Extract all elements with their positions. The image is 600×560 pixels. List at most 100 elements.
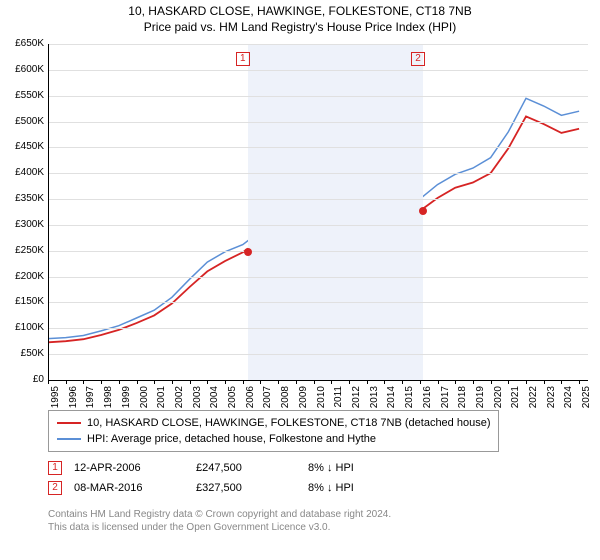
x-tick bbox=[190, 380, 191, 384]
y-tick-label: £100K bbox=[4, 322, 44, 333]
transaction-price: £247,500 bbox=[196, 462, 296, 474]
x-tick-label: 1995 bbox=[50, 386, 61, 416]
grid-line-h bbox=[48, 173, 588, 174]
y-tick-label: £600K bbox=[4, 64, 44, 75]
x-tick bbox=[349, 380, 350, 384]
x-tick-label: 2024 bbox=[563, 386, 574, 416]
x-tick-label: 2006 bbox=[245, 386, 256, 416]
y-tick-label: £150K bbox=[4, 296, 44, 307]
transaction-price: £327,500 bbox=[196, 482, 296, 494]
x-tick-label: 2003 bbox=[192, 386, 203, 416]
transaction-date: 08-MAR-2016 bbox=[74, 482, 184, 494]
x-tick bbox=[491, 380, 492, 384]
x-tick bbox=[207, 380, 208, 384]
transactions-table: 1 12-APR-2006 £247,500 8% ↓ HPI 2 08-MAR-2016… bbox=[48, 458, 354, 498]
x-tick-label: 2025 bbox=[581, 386, 592, 416]
x-tick-label: 2002 bbox=[174, 386, 185, 416]
x-tick bbox=[48, 380, 49, 384]
y-tick-label: £250K bbox=[4, 245, 44, 256]
x-tick bbox=[172, 380, 173, 384]
x-tick-label: 2014 bbox=[386, 386, 397, 416]
x-tick-label: 2020 bbox=[493, 386, 504, 416]
x-tick bbox=[83, 380, 84, 384]
plot-area bbox=[48, 44, 588, 380]
shading-region bbox=[248, 44, 423, 380]
marker-box: 2 bbox=[411, 52, 425, 66]
transaction-marker: 2 bbox=[48, 481, 62, 495]
grid-line-h bbox=[48, 122, 588, 123]
y-tick-label: £450K bbox=[4, 141, 44, 152]
x-tick-label: 2017 bbox=[440, 386, 451, 416]
x-tick bbox=[473, 380, 474, 384]
x-tick-label: 2021 bbox=[510, 386, 521, 416]
x-tick-label: 2009 bbox=[298, 386, 309, 416]
transaction-date: 12-APR-2006 bbox=[74, 462, 184, 474]
x-tick bbox=[402, 380, 403, 384]
x-tick bbox=[544, 380, 545, 384]
x-tick-label: 1996 bbox=[68, 386, 79, 416]
transaction-marker: 1 bbox=[48, 461, 62, 475]
marker-dot bbox=[419, 207, 427, 215]
x-tick bbox=[508, 380, 509, 384]
grid-line-h bbox=[48, 277, 588, 278]
legend-item: 10, HASKARD CLOSE, HAWKINGE, FOLKESTONE,… bbox=[57, 415, 490, 431]
grid-line-h bbox=[48, 251, 588, 252]
x-tick bbox=[579, 380, 580, 384]
transaction-row: 1 12-APR-2006 £247,500 8% ↓ HPI bbox=[48, 458, 354, 478]
legend-item: HPI: Average price, detached house, Folk… bbox=[57, 431, 490, 447]
grid-line-h bbox=[48, 328, 588, 329]
x-tick bbox=[243, 380, 244, 384]
legend-label: 10, HASKARD CLOSE, HAWKINGE, FOLKESTONE,… bbox=[87, 417, 490, 429]
marker-box: 1 bbox=[236, 52, 250, 66]
x-tick-label: 2001 bbox=[156, 386, 167, 416]
x-tick bbox=[314, 380, 315, 384]
x-tick-label: 2008 bbox=[280, 386, 291, 416]
x-tick bbox=[438, 380, 439, 384]
x-tick bbox=[526, 380, 527, 384]
legend-swatch bbox=[57, 422, 81, 424]
y-axis bbox=[48, 44, 49, 380]
y-tick-label: £200K bbox=[4, 271, 44, 282]
y-tick-label: £500K bbox=[4, 116, 44, 127]
x-tick bbox=[101, 380, 102, 384]
x-tick bbox=[154, 380, 155, 384]
x-tick-label: 2010 bbox=[316, 386, 327, 416]
chart-container: 10, HASKARD CLOSE, HAWKINGE, FOLKESTONE,… bbox=[0, 0, 600, 560]
x-tick-label: 2023 bbox=[546, 386, 557, 416]
marker-dot bbox=[244, 248, 252, 256]
x-tick-label: 2004 bbox=[209, 386, 220, 416]
x-tick bbox=[278, 380, 279, 384]
footer-text: Contains HM Land Registry data © Crown c… bbox=[48, 508, 391, 534]
legend-label: HPI: Average price, detached house, Folk… bbox=[87, 433, 376, 445]
grid-line-h bbox=[48, 70, 588, 71]
footer-line1: Contains HM Land Registry data © Crown c… bbox=[48, 508, 391, 521]
grid-line-h bbox=[48, 354, 588, 355]
y-tick-label: £50K bbox=[4, 348, 44, 359]
x-tick-label: 2013 bbox=[369, 386, 380, 416]
transaction-row: 208-MAR-2016£327,5008% ↓ HPI bbox=[48, 478, 354, 498]
x-tick bbox=[384, 380, 385, 384]
x-tick bbox=[225, 380, 226, 384]
legend-swatch bbox=[57, 438, 81, 440]
y-tick-label: £300K bbox=[4, 219, 44, 230]
x-tick bbox=[367, 380, 368, 384]
transaction-diff: 8% ↓ HPI bbox=[308, 462, 354, 474]
footer-line2: This data is licensed under the Open Gov… bbox=[48, 521, 391, 534]
x-tick-label: 2000 bbox=[139, 386, 150, 416]
y-tick-label: £550K bbox=[4, 90, 44, 101]
grid-line-h bbox=[48, 302, 588, 303]
x-axis bbox=[48, 380, 588, 381]
x-tick bbox=[455, 380, 456, 384]
x-tick-label: 2011 bbox=[333, 386, 344, 416]
x-tick bbox=[260, 380, 261, 384]
x-tick-label: 1997 bbox=[85, 386, 96, 416]
x-tick bbox=[420, 380, 421, 384]
x-tick-label: 2019 bbox=[475, 386, 486, 416]
grid-line-h bbox=[48, 147, 588, 148]
x-tick bbox=[331, 380, 332, 384]
x-tick bbox=[119, 380, 120, 384]
x-tick-label: 1999 bbox=[121, 386, 132, 416]
grid-line-h bbox=[48, 199, 588, 200]
y-tick-label: £650K bbox=[4, 38, 44, 49]
grid-line-h bbox=[48, 44, 588, 45]
